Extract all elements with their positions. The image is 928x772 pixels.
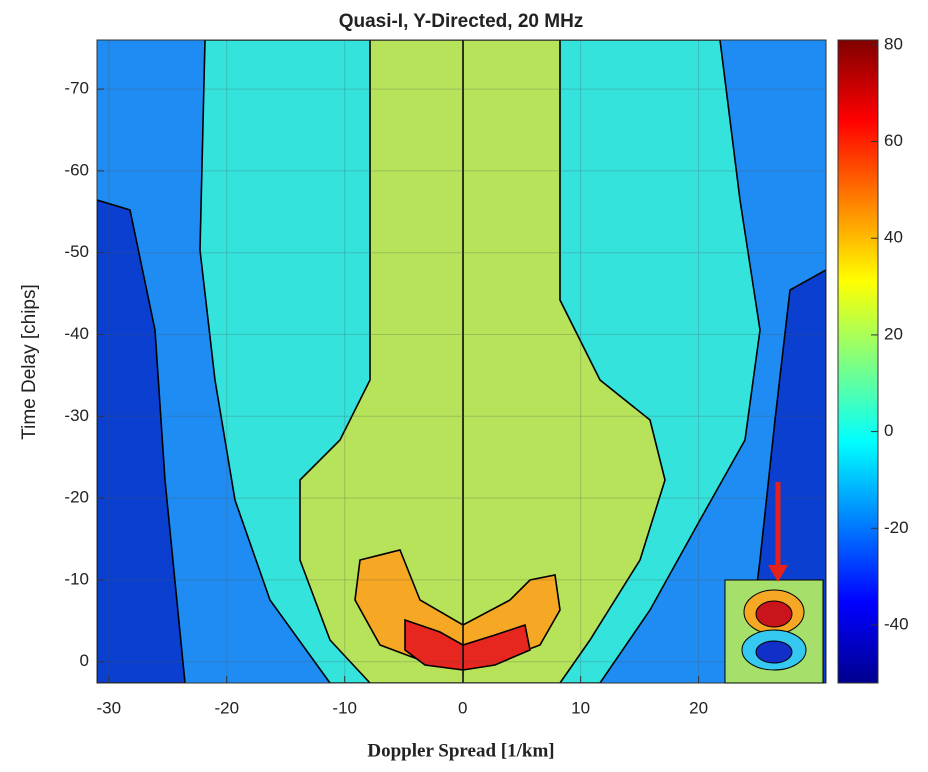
y-tick-label: -70 [64,79,89,98]
plot-frame [96,39,827,684]
y-tick-label: -40 [64,324,89,343]
chart-title: Quasi-I, Y-Directed, 20 MHz [339,11,584,32]
colorbar [837,39,879,684]
arrow-head [768,565,788,582]
colorbar-tick-label: -20 [884,518,909,537]
colorbar-tick-label: 60 [884,131,903,150]
x-axis-label: Doppler Spread [1/km] [367,740,554,761]
y-tick-label: -10 [64,569,89,588]
x-tick-label: -30 [97,698,122,717]
inset-blob [755,640,793,664]
region-lowest [97,199,186,683]
region-high [299,40,666,683]
y-tick-label: -30 [64,406,89,425]
inset-blob [755,600,793,628]
x-tick-label: 0 [458,698,467,717]
y-tick-label: -50 [64,242,89,261]
x-tick-label: -10 [332,698,357,717]
x-tick-label: 20 [689,698,708,717]
contour-field [97,40,826,683]
inset [724,482,824,684]
x-tick-label: 10 [571,698,590,717]
y-tick-label: 0 [80,651,89,670]
colorbar-tick-label: 20 [884,324,903,343]
region-highest [404,618,531,671]
y-axis-label: Time Delay [chips] [19,284,40,440]
y-tick-label: -20 [64,488,89,507]
grid [97,40,826,683]
x-tick-label: -20 [214,698,239,717]
colorbar-tick-label: 40 [884,228,903,247]
colorbar-tick-label: 80 [884,34,903,53]
y-tick-label: -60 [64,160,89,179]
colorbar-tick-label: 0 [884,421,893,440]
colorbar-tick-label: -40 [884,614,909,633]
